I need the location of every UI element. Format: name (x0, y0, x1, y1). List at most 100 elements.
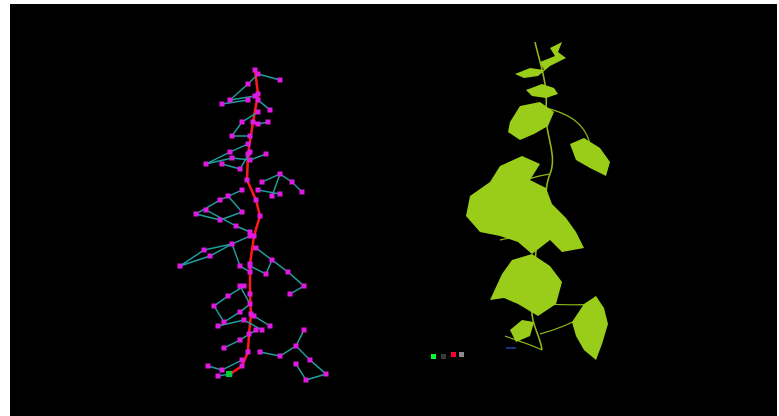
graph-node (257, 213, 263, 219)
graph-node (259, 327, 265, 333)
graph-edge (287, 271, 305, 287)
graph-edge (255, 247, 273, 261)
graph-edge (221, 99, 249, 105)
graph-node (289, 179, 295, 185)
plant-leaf (510, 320, 534, 342)
graph-edge (205, 157, 233, 165)
graph-node (255, 121, 261, 127)
graph-node (277, 191, 283, 197)
graph-edge (261, 173, 281, 183)
graph-node (229, 155, 235, 161)
graph-node (253, 197, 259, 203)
graph-node (247, 229, 253, 235)
graph-edge (279, 345, 297, 357)
graph-edge (231, 243, 241, 267)
graph-node (267, 323, 273, 329)
graph-edge (209, 243, 233, 257)
graph-node (265, 119, 271, 125)
plant-leaf (466, 156, 584, 254)
graph-node (225, 193, 231, 199)
graph-node (239, 357, 245, 363)
graph-node (255, 187, 261, 193)
graph-node (247, 157, 253, 163)
graph-node (241, 317, 247, 323)
graph-node (207, 253, 213, 259)
graph-node (241, 283, 247, 289)
graph-node (219, 161, 225, 167)
graph-node (277, 77, 283, 83)
graph-node (257, 349, 263, 355)
graph-edge (223, 311, 241, 323)
graph-edge (179, 249, 205, 267)
graph-node (269, 257, 275, 263)
plant-branch (545, 107, 591, 145)
plant-leaf (576, 324, 594, 344)
graph-node (301, 327, 307, 333)
graph-node (293, 343, 299, 349)
graph-node (177, 263, 183, 269)
graph-node (253, 327, 259, 333)
graph-node (246, 331, 252, 337)
graph-edge (249, 153, 267, 161)
graph-node (239, 119, 245, 125)
graph-node (225, 293, 231, 299)
graph-node (255, 71, 261, 77)
graph-node (248, 311, 254, 317)
graph-edge (205, 151, 231, 165)
graph-edge (241, 111, 259, 123)
graph-edge (195, 213, 221, 221)
graph-node (229, 241, 235, 247)
graph-node (253, 245, 259, 251)
graph-node (237, 337, 243, 343)
graph-edge (257, 189, 281, 195)
graph-node (215, 323, 221, 329)
skeleton-graph (177, 67, 329, 383)
graph-edge (243, 319, 263, 331)
graph-node (263, 151, 269, 157)
graph-node (303, 377, 309, 383)
root-node (226, 371, 232, 377)
graph-node (247, 301, 253, 307)
plant-leaf (490, 254, 562, 316)
graph-node (285, 269, 291, 275)
graph-edge (229, 83, 249, 101)
graph-edge (229, 95, 256, 101)
plant-model (466, 41, 610, 360)
plant-leaf (508, 102, 554, 140)
graph-node (245, 97, 251, 103)
graph-node (203, 207, 209, 213)
graph-node (247, 261, 253, 267)
graph-node (233, 223, 239, 229)
graph-node (247, 291, 253, 297)
graph-node (250, 119, 256, 125)
graph-edge (259, 351, 281, 357)
graph-node (245, 151, 251, 157)
graph-node (237, 166, 243, 172)
graph-node (217, 217, 223, 223)
graph-edge (295, 329, 305, 347)
graph-node (287, 291, 293, 297)
graph-node (245, 141, 251, 147)
render-viewport[interactable] (10, 4, 777, 416)
graph-node (293, 361, 299, 367)
graph-node (211, 303, 217, 309)
graph-node (229, 133, 235, 139)
plant-leaf (515, 42, 566, 78)
graph-edge (309, 359, 327, 375)
graph-node (237, 283, 243, 289)
scene-canvas[interactable] (10, 4, 777, 416)
gizmo-square (451, 352, 456, 357)
graph-node (255, 97, 261, 103)
graph-node (251, 233, 257, 239)
graph-node (277, 171, 283, 177)
graph-node (263, 271, 269, 277)
graph-node (203, 161, 209, 167)
gizmo-square (441, 354, 446, 359)
graph-node (255, 109, 261, 115)
graph-node (245, 81, 251, 87)
graph-node (269, 193, 275, 199)
plant-leaf (570, 138, 610, 176)
graph-edge (229, 143, 249, 153)
graph-node (237, 263, 243, 269)
graph-node (227, 149, 233, 155)
